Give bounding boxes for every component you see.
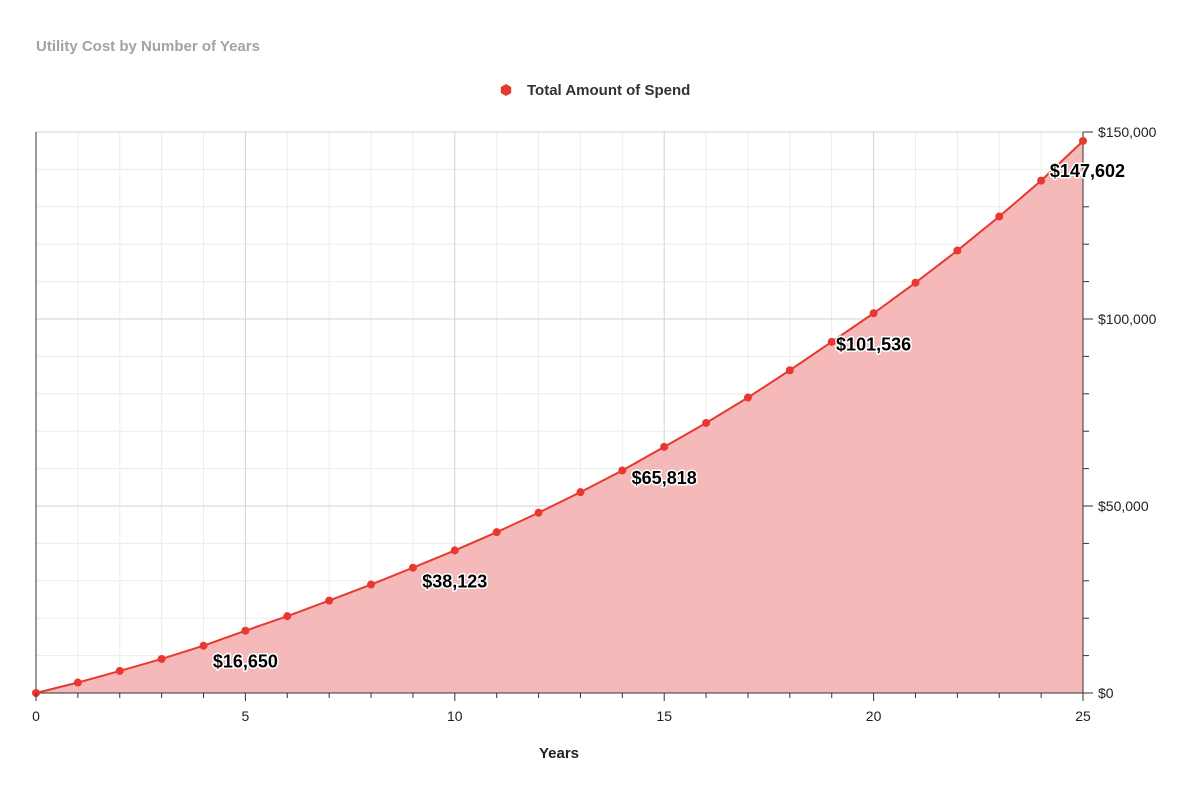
y-tick-label: $150,000: [1098, 124, 1157, 140]
chart-title: Utility Cost by Number of Years: [36, 38, 260, 55]
data-point: [492, 528, 501, 537]
x-tick-label: 15: [656, 708, 672, 724]
data-point: [827, 337, 836, 346]
series-line: [35, 140, 1084, 694]
data-point: [199, 641, 208, 650]
data-point: [241, 626, 250, 635]
data-point: [1079, 136, 1087, 145]
y-tick-label: $100,000: [1098, 311, 1157, 327]
x-tick-label: 0: [32, 708, 40, 724]
data-point: [367, 580, 376, 589]
data-label: $65,818: [632, 468, 697, 488]
data-point: [576, 488, 585, 497]
data-point: [115, 666, 124, 675]
data-point: [408, 563, 417, 572]
data-point: [283, 612, 292, 621]
data-point: [995, 212, 1004, 221]
data-point: [660, 442, 669, 451]
data-label: $147,602: [1050, 161, 1125, 181]
y-axis-ticks: $0 $50,000 $100,000 $150,000: [1083, 124, 1157, 701]
data-label: $38,123: [422, 571, 487, 591]
legend-marker-icon: [500, 84, 512, 96]
data-point: [911, 278, 920, 287]
x-tick-label: 25: [1075, 708, 1091, 724]
data-labels: $16,650 $38,123 $65,818 $101,536 $147,602: [211, 159, 1126, 673]
data-label: $101,536: [836, 334, 911, 354]
legend[interactable]: Total Amount of Spend: [500, 80, 690, 100]
x-axis-ticks: 0 5 10 15 20 25: [32, 693, 1091, 724]
legend-label: Total Amount of Spend: [527, 81, 691, 99]
data-point: [618, 466, 627, 475]
data-point: [73, 678, 82, 687]
data-point: [157, 654, 166, 663]
data-point: [869, 309, 878, 318]
data-point: [450, 546, 459, 555]
y-tick-label: $0: [1098, 685, 1114, 701]
data-point: [534, 508, 543, 517]
data-point: [1037, 176, 1046, 185]
y-tick-label: $50,000: [1098, 498, 1149, 514]
x-tick-label: 10: [447, 708, 463, 724]
data-point: [743, 393, 752, 402]
data-point: [953, 246, 962, 255]
chart-axes: [35, 132, 1084, 694]
series-points: [32, 136, 1087, 697]
x-tick-label: 20: [866, 708, 882, 724]
data-point: [785, 366, 794, 375]
data-point: [325, 596, 334, 605]
series-area-fill: [36, 140, 1083, 694]
x-tick-label: 5: [242, 708, 250, 724]
data-label: $16,650: [213, 652, 278, 672]
data-point: [702, 418, 711, 427]
x-axis-title: Years: [538, 745, 580, 762]
